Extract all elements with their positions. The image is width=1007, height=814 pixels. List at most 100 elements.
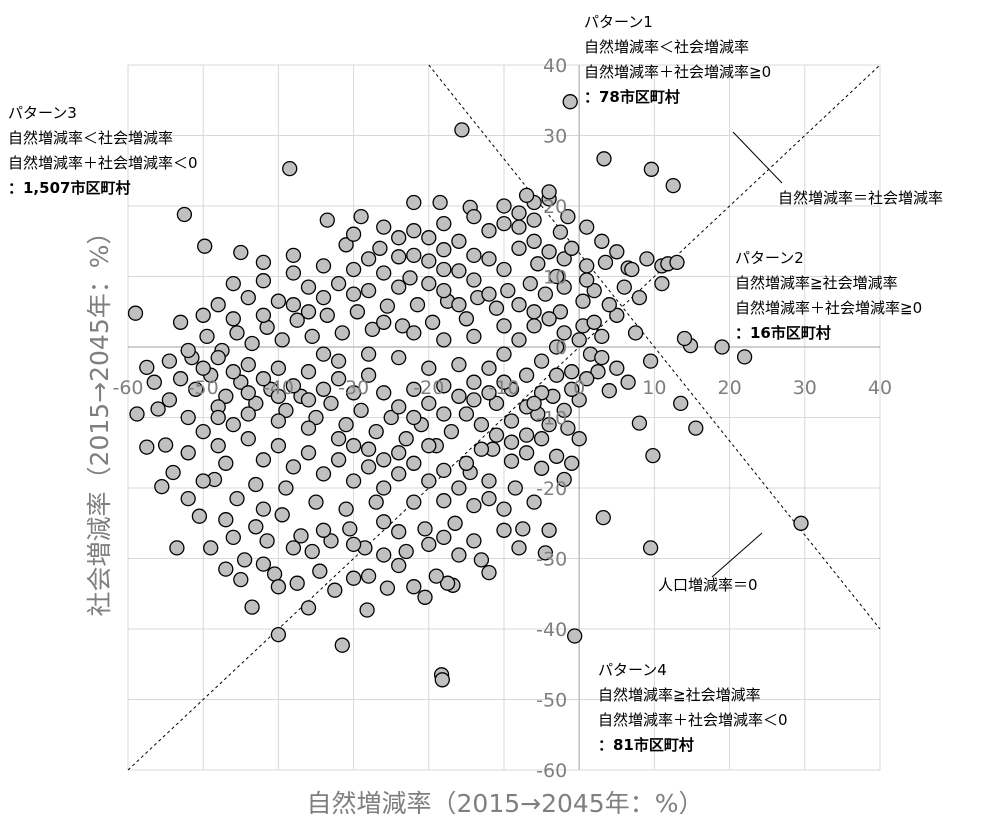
data-point [225, 311, 241, 327]
data-point [127, 305, 144, 321]
data-point [319, 212, 335, 228]
data-point [345, 536, 362, 553]
x-tick-label: -30 [338, 377, 369, 399]
data-point [421, 536, 437, 553]
data-point [315, 346, 332, 362]
data-point [270, 293, 287, 309]
data-point [676, 330, 693, 347]
data-point [424, 314, 441, 330]
data-point [376, 219, 392, 235]
data-point [406, 409, 422, 426]
data-point [315, 522, 332, 538]
data-point [594, 349, 610, 366]
data-point [376, 480, 392, 496]
data-point [195, 360, 211, 376]
data-point [436, 332, 452, 348]
data-point [432, 194, 448, 211]
annotation-pattern3: パターン3 自然増減率＜社会増減率 自然増減率＋社会増減率＜0 ：1,507市区… [8, 104, 198, 197]
data-point [518, 427, 535, 443]
data-point [436, 261, 452, 278]
data-point [439, 575, 456, 591]
data-point [503, 434, 520, 450]
data-point [285, 265, 302, 281]
x-tick-label: -10 [488, 377, 519, 399]
y-tick-label: -60 [536, 760, 567, 782]
data-point [466, 497, 482, 514]
data-point [330, 353, 347, 369]
data-point [511, 540, 527, 556]
data-point [548, 268, 565, 285]
data-point [451, 263, 467, 279]
data-point [129, 406, 145, 422]
data-point [642, 353, 659, 369]
pattern1-line1: 自然増減率＜社会増減率 [584, 38, 749, 56]
data-point [436, 282, 452, 299]
data-point [473, 441, 490, 457]
data-point [406, 325, 422, 341]
data-point [556, 471, 572, 488]
data-point [304, 543, 320, 560]
data-point [624, 261, 640, 278]
data-point [560, 208, 576, 225]
data-point [409, 297, 426, 313]
data-point [278, 402, 294, 419]
data-point [451, 297, 467, 313]
data-point [548, 448, 565, 464]
data-point [191, 508, 208, 524]
data-point [225, 529, 241, 546]
line-zero-population [428, 64, 881, 630]
data-point [300, 420, 317, 436]
data-point [793, 515, 809, 531]
data-point [564, 381, 580, 397]
annotation-pattern2: パターン2 自然増減率≧社会増減率 自然増減率＋社会増減率≧0 ：16市区町村 [735, 249, 922, 342]
data-point [571, 431, 587, 447]
data-point [481, 223, 497, 239]
line-equal-rates [127, 64, 881, 771]
data-point [458, 311, 475, 327]
data-point [270, 388, 287, 404]
data-point [244, 599, 260, 615]
data-point [496, 522, 512, 538]
pattern4-line1: 自然増減率≧社会増減率 [598, 686, 761, 704]
data-point [451, 547, 467, 563]
data-point [473, 552, 490, 568]
data-point [203, 540, 219, 556]
data-point [579, 219, 595, 235]
data-point [421, 438, 437, 454]
data-point [248, 395, 264, 412]
data-point [466, 247, 482, 264]
data-point [488, 300, 505, 316]
data-point [376, 265, 392, 281]
data-point [233, 244, 249, 261]
data-point [436, 406, 452, 422]
data-point [590, 364, 606, 380]
data-point [236, 552, 253, 568]
data-point [180, 342, 196, 359]
data-point [451, 356, 467, 373]
data-point [360, 441, 377, 457]
data-point [353, 208, 369, 225]
data-point [458, 406, 475, 422]
data-point [376, 314, 392, 330]
data-point [327, 582, 343, 598]
data-point [270, 360, 287, 376]
data-point [334, 637, 350, 653]
data-point [518, 367, 535, 383]
data-point [244, 335, 260, 352]
data-point [406, 194, 422, 211]
data-point [229, 325, 245, 341]
data-point [466, 374, 482, 390]
data-point [496, 346, 512, 362]
data-point [368, 494, 384, 510]
data-point [188, 381, 204, 397]
data-point [391, 399, 407, 415]
data-point [507, 480, 523, 496]
data-point [406, 223, 422, 239]
data-point [349, 304, 366, 320]
data-point [150, 401, 166, 417]
data-point [627, 325, 644, 341]
pattern3-count: ：1,507市区町村 [8, 179, 130, 197]
data-point [669, 254, 685, 271]
data-point [481, 564, 497, 581]
data-points [127, 94, 809, 688]
